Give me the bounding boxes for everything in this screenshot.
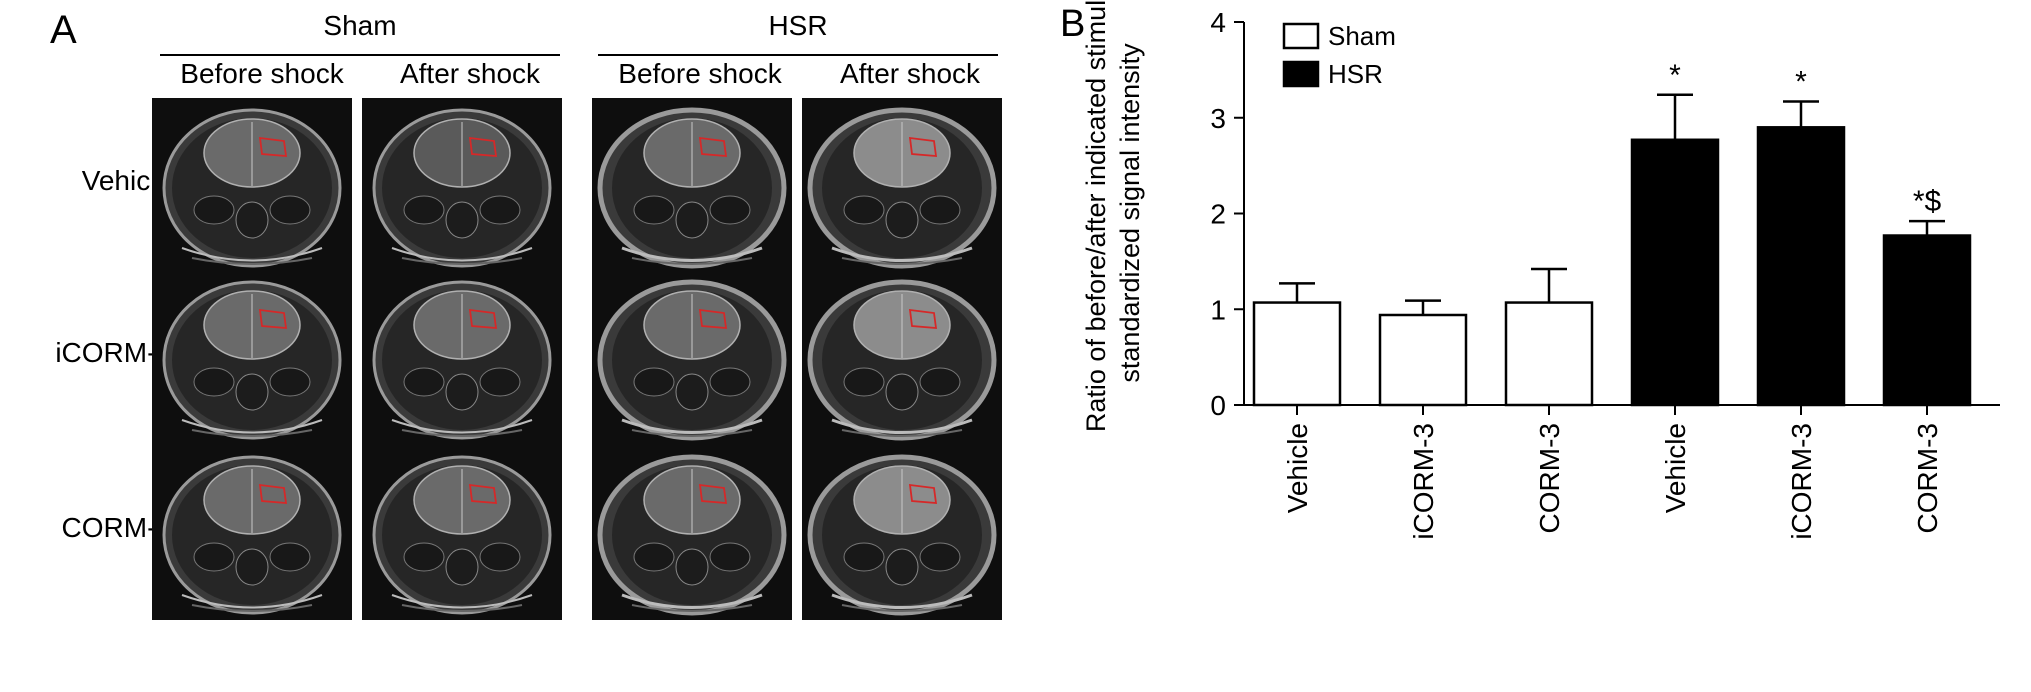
bar — [1630, 138, 1720, 407]
mri-brain-drawing — [592, 445, 792, 620]
bar — [1504, 301, 1594, 407]
legend-label: Sham — [1328, 21, 1396, 51]
x-tick-label: CORM-3 — [1534, 423, 1565, 533]
x-tick-label: iCORM-3 — [1408, 423, 1439, 540]
mri-scan-image — [362, 98, 562, 273]
legend-swatch — [1282, 22, 1320, 50]
mri-brain-drawing — [802, 98, 1002, 273]
significance-marker: * — [1669, 59, 1681, 92]
legend-swatch — [1282, 60, 1320, 88]
significance-marker: * — [1795, 65, 1807, 98]
mri-brain-drawing — [592, 98, 792, 273]
mri-scan-image — [802, 445, 1002, 620]
mri-scan-image — [802, 98, 1002, 273]
row-label: Vehicle — [81, 165, 172, 196]
column-label: After shock — [399, 58, 541, 89]
y-tick-label: 1 — [1210, 294, 1226, 325]
x-tick-label: Vehicle — [1660, 423, 1691, 513]
mri-brain-drawing — [362, 445, 562, 620]
mri-brain-drawing — [152, 270, 352, 445]
y-tick-label: 0 — [1210, 390, 1226, 421]
column-label: Before shock — [180, 58, 344, 89]
mri-scan-image — [592, 445, 792, 620]
significance-marker: *$ — [1913, 185, 1942, 218]
mri-scan-image — [152, 445, 352, 620]
mri-brain-drawing — [152, 98, 352, 273]
y-tick-label: 2 — [1210, 199, 1226, 230]
bar — [1378, 313, 1468, 407]
mri-brain-drawing — [802, 270, 1002, 445]
x-tick-label: CORM-3 — [1912, 423, 1943, 533]
x-tick-label: Vehicle — [1282, 423, 1313, 513]
row-label: iCORM-3 — [55, 337, 172, 368]
row-label: CORM-3 — [61, 512, 172, 543]
bar-chart: B 0 1 2 3 4 Ratio of before/after indicated st… — [1060, 0, 2000, 540]
y-axis-label: Ratio of before/after indicated stimuli — [1081, 0, 1111, 432]
x-tick-label: iCORM-3 — [1786, 423, 1817, 540]
mri-scan-image — [152, 98, 352, 273]
mri-scan-image — [802, 270, 1002, 445]
bar — [1756, 126, 1846, 407]
mri-scan-image — [592, 270, 792, 445]
y-tick-label: 3 — [1210, 103, 1226, 134]
legend-label: HSR — [1328, 59, 1383, 89]
group-label-hsr: HSR — [768, 10, 828, 41]
group-underline-hsr — [598, 54, 998, 56]
y-tick-label: 4 — [1210, 7, 1226, 38]
mri-brain-drawing — [362, 98, 562, 273]
column-label: Before shock — [618, 58, 782, 89]
group-label-sham: Sham — [323, 10, 397, 41]
column-label: After shock — [839, 58, 981, 89]
panel-a-letter: A — [50, 8, 77, 52]
mri-brain-drawing — [152, 445, 352, 620]
y-axis-label: standardized signal intensity — [1115, 43, 1145, 383]
mri-scan-image — [362, 445, 562, 620]
mri-brain-drawing — [592, 270, 792, 445]
mri-brain-drawing — [362, 270, 562, 445]
mri-scan-image — [592, 98, 792, 273]
bar — [1252, 301, 1342, 407]
panel-b-letter: B — [1060, 3, 1085, 45]
group-underline-sham — [160, 54, 560, 56]
mri-scan-image — [152, 270, 352, 445]
bar — [1882, 234, 1972, 407]
mri-brain-drawing — [802, 445, 1002, 620]
mri-scan-image — [362, 270, 562, 445]
